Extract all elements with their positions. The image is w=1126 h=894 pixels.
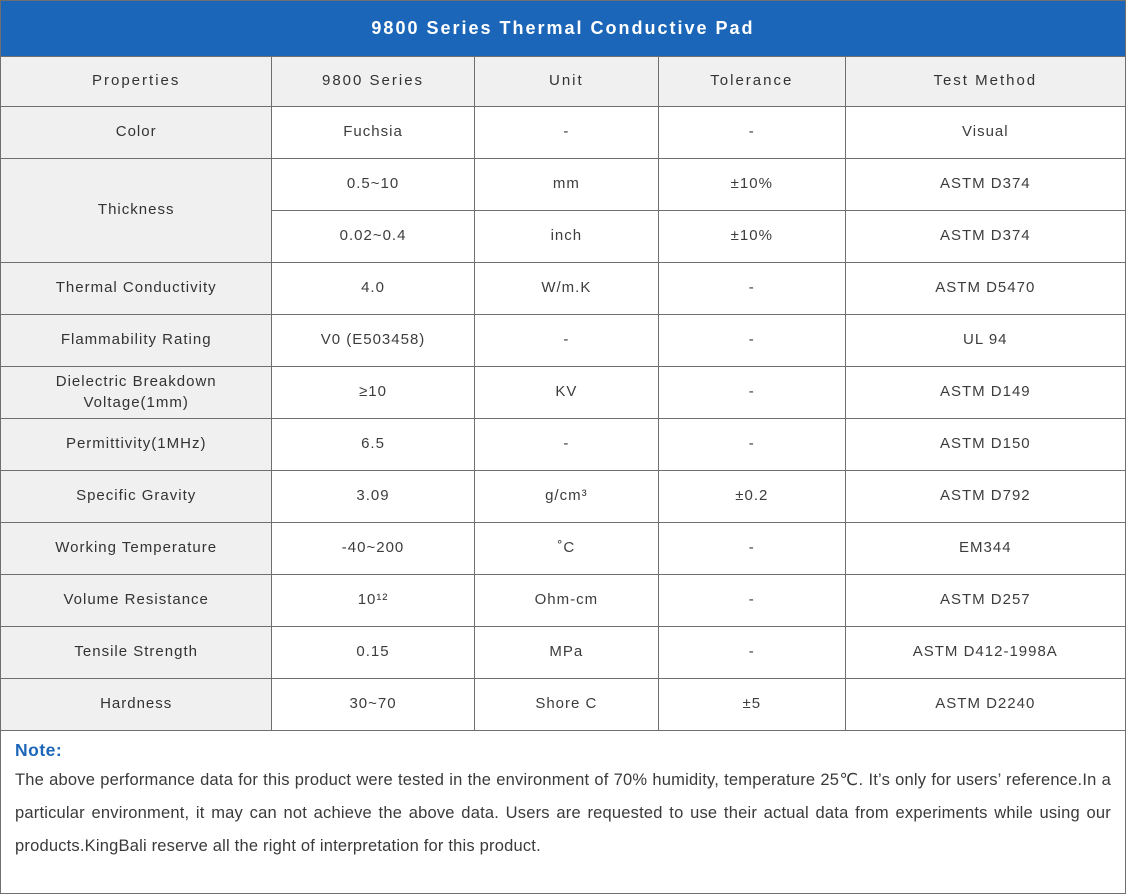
value-cell: 0.5~10 (271, 158, 475, 211)
value-cell: Fuchsia (271, 106, 475, 159)
property-cell: Working Temperature (1, 522, 273, 575)
note-text: The above performance data for this prod… (15, 771, 1111, 855)
value-cell: - (658, 314, 846, 367)
value-cell: - (658, 626, 846, 679)
table-row: Color Fuchsia - - Visual (1, 106, 1125, 159)
value-cell: 4.0 (271, 262, 475, 315)
value-cell: KV (473, 366, 660, 419)
value-cell: Visual (844, 106, 1125, 159)
value-cell: 0.02~0.4 (271, 210, 475, 263)
value-cell: ±5 (658, 678, 846, 731)
value-cell: mm (473, 158, 660, 211)
value-cell: ≥10 (271, 366, 475, 419)
header-row: Properties 9800 Series Unit Tolerance Te… (1, 56, 1125, 107)
table-row: Volume Resistance 10¹² Ohm-cm - ASTM D257 (1, 574, 1125, 627)
value-cell: 3.09 (271, 470, 475, 523)
property-cell: Permittivity(1MHz) (1, 418, 273, 471)
col-header-9800-series: 9800 Series (271, 56, 475, 107)
col-header-unit: Unit (473, 56, 660, 107)
value-cell: - (473, 418, 660, 471)
note-section: Note: The above performance data for thi… (1, 731, 1125, 893)
value-cell: - (658, 418, 846, 471)
property-cell: Hardness (1, 678, 273, 731)
value-cell: - (658, 574, 846, 627)
value-cell: 10¹² (271, 574, 475, 627)
value-cell: MPa (473, 626, 660, 679)
value-cell: ASTM D257 (844, 574, 1125, 627)
col-header-properties: Properties (1, 56, 273, 107)
value-cell: W/m.K (473, 262, 660, 315)
value-cell: ASTM D792 (844, 470, 1125, 523)
value-cell: EM344 (844, 522, 1125, 575)
table-row: Dielectric Breakdown Voltage(1mm) ≥10 KV - A… (1, 366, 1125, 419)
value-cell: - (658, 522, 846, 575)
property-cell: Tensile Strength (1, 626, 273, 679)
value-cell: ASTM D374 (844, 210, 1125, 263)
value-cell: UL 94 (844, 314, 1125, 367)
title-bar: 9800 Series Thermal Conductive Pad (1, 1, 1125, 56)
property-cell: Color (1, 106, 273, 159)
note-label: Note: (15, 740, 63, 760)
value-cell: ASTM D149 (844, 366, 1125, 419)
value-cell: 30~70 (271, 678, 475, 731)
table-row: Working Temperature -40~200 ˚C - EM344 (1, 522, 1125, 575)
value-cell: - (658, 262, 846, 315)
col-header-tolerance: Tolerance (658, 56, 846, 107)
col-header-test-method: Test Method (844, 56, 1125, 107)
property-cell: Volume Resistance (1, 574, 273, 627)
table-row: Specific Gravity 3.09 g/cm³ ±0.2 ASTM D792 (1, 470, 1125, 523)
value-cell: V0 (E503458) (271, 314, 475, 367)
table-row: Permittivity(1MHz) 6.5- - ASTM D150 (1, 418, 1125, 471)
value-cell: - (658, 366, 846, 419)
value-cell: ASTM D374 (844, 158, 1125, 211)
table-row: Thickness 0.5~10 mm ±10% ASTM D374 (1, 158, 1125, 263)
table-row: Thermal Conductivity 4.0 W/m.K - ASTM D5470 (1, 262, 1125, 315)
value-cell: Shore C (473, 678, 660, 731)
value-cell: inch (473, 210, 660, 263)
value-cell: ±10% (658, 210, 846, 263)
value-cell: 6.5 (271, 418, 475, 471)
value-cell: Ohm-cm (473, 574, 660, 627)
value-cell: ASTM D412-1998A (844, 626, 1125, 679)
spec-table: Properties 9800 Series Unit Tolerance Te… (1, 56, 1125, 731)
table-row: Hardness 30~70 Shore C ±5 ASTM D2240 (1, 678, 1125, 731)
table-row: Flammability Rating V0 (E503458) - - UL 94 (1, 314, 1125, 367)
value-cell: -40~200 (271, 522, 475, 575)
property-cell: Flammability Rating (1, 314, 273, 367)
value-cell: ASTM D5470 (844, 262, 1125, 315)
property-cell: Thermal Conductivity (1, 262, 273, 315)
table-row: Tensile Strength 0.15 MPa - ASTM D412-1998A (1, 626, 1125, 679)
value-cell: ˚C (473, 522, 660, 575)
page-title: 9800 Series Thermal Conductive Pad (371, 18, 755, 38)
property-cell: Thickness (1, 158, 273, 263)
value-cell: g/cm³ (473, 470, 660, 523)
value-cell: ASTM D2240 (844, 678, 1125, 731)
value-cell: ±0.2 (658, 470, 846, 523)
value-cell: - (658, 106, 846, 159)
value-cell: - (473, 106, 660, 159)
property-cell: Specific Gravity (1, 470, 273, 523)
property-cell: Dielectric Breakdown Voltage(1mm) (1, 366, 273, 419)
value-cell: ASTM D150 (844, 418, 1125, 471)
value-cell: 0.15 (271, 626, 475, 679)
value-cell: ±10% (658, 158, 846, 211)
value-cell: - (473, 314, 660, 367)
